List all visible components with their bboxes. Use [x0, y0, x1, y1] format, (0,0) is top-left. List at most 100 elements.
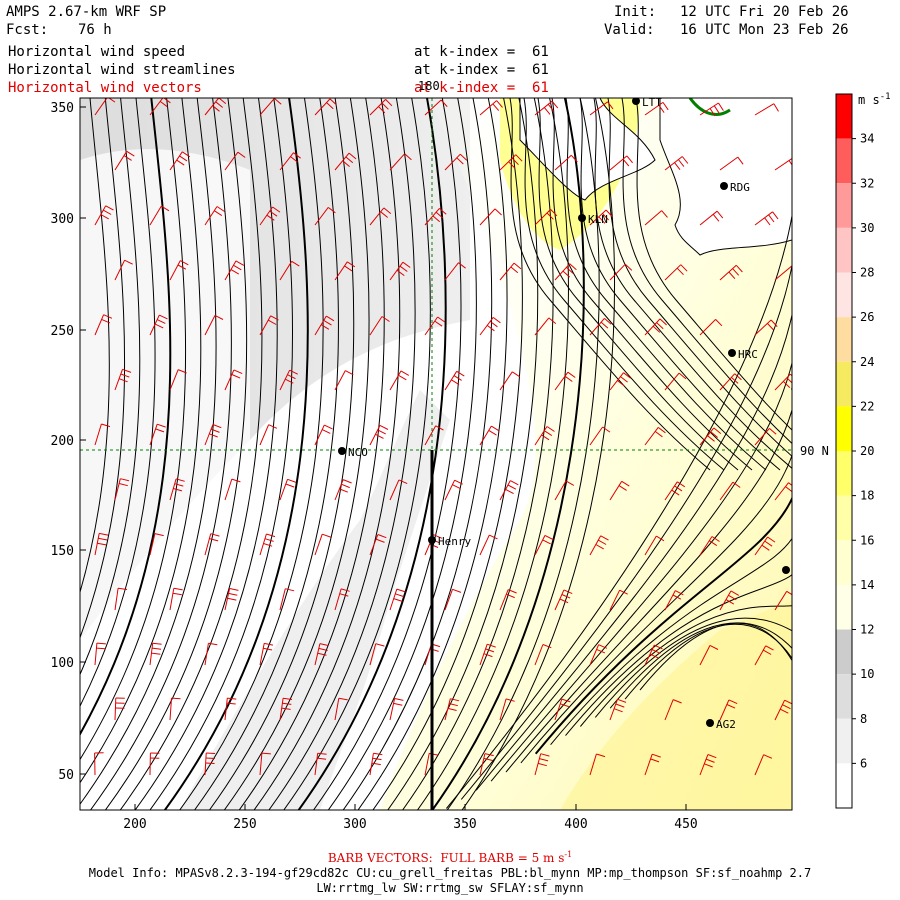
wind-barb-feather — [383, 207, 392, 214]
wind-barb-feather — [123, 155, 132, 161]
wind-barb-feather — [651, 649, 661, 654]
meridian-label: 180 — [418, 79, 440, 93]
wind-barb-feather — [505, 488, 514, 495]
wind-barb-shaft — [444, 371, 458, 391]
wind-barb-feather — [205, 757, 215, 759]
y-tick-label: 150 — [51, 544, 74, 559]
wind-barb-feather — [448, 703, 458, 707]
wind-barb-shaft — [719, 156, 739, 171]
wind-barb-feather — [615, 703, 625, 708]
wind-barb-feather — [677, 481, 686, 488]
wind-barb-feather — [483, 653, 493, 658]
wind-barb-shaft — [479, 425, 492, 446]
wind-barb-shaft — [424, 316, 439, 336]
init-value: 12 UTC Fri 20 Feb 26 — [680, 4, 849, 20]
colorbar: 34 32 30 28 26 24 22 20 18 16 14 12 10 8 6 — [835, 93, 874, 809]
wind-barb-shaft — [204, 315, 216, 336]
wind-barb-feather — [672, 594, 682, 600]
wind-barb-shaft — [389, 261, 404, 281]
wind-barb-shaft — [479, 644, 488, 666]
wind-barb-feather — [285, 378, 294, 384]
wind-barb-shaft — [479, 100, 497, 116]
wind-barb-shaft — [479, 753, 486, 776]
wind-barb-feather — [210, 533, 220, 537]
wind-barb-feather — [101, 318, 111, 324]
wind-barb-shaft — [169, 369, 179, 391]
wind-barb-feather — [678, 159, 685, 167]
wind-barb-feather — [711, 536, 720, 542]
wind-barb-feather — [264, 642, 274, 646]
wind-barb-feather — [780, 708, 789, 714]
wind-barb-feather — [598, 216, 606, 224]
wind-barb-feather — [567, 371, 576, 378]
wind-barb-feather — [399, 265, 408, 272]
streamline — [104, 98, 248, 810]
wind-barb-feather — [290, 156, 298, 163]
wind-barb-shaft — [279, 479, 288, 501]
wind-barb-feather — [704, 763, 713, 768]
colorbar-swatch — [836, 495, 852, 541]
wind-barb-feather — [343, 479, 352, 484]
colorbar-level-label: 24 — [860, 355, 874, 369]
wind-barb-shaft — [204, 533, 212, 556]
wind-barb-feather — [492, 103, 500, 111]
wind-barb-feather — [154, 533, 164, 537]
wind-barb-feather — [182, 151, 191, 158]
wind-barb-feather — [617, 698, 627, 703]
wind-barb-shaft — [499, 371, 513, 391]
wind-barb-shaft — [754, 428, 770, 446]
streamlines-layer — [80, 98, 792, 810]
wind-barb-shaft — [444, 153, 461, 171]
valid-label: Valid: — [604, 22, 655, 38]
wind-barb-feather — [510, 266, 519, 274]
wind-barb-feather — [261, 752, 271, 755]
wind-barb-shaft — [424, 643, 432, 666]
wind-barb-shaft — [204, 424, 214, 446]
wind-barb-feather — [678, 372, 687, 380]
wind-barb-shaft — [314, 534, 323, 556]
wind-barb-feather — [264, 538, 274, 542]
x-tick-label: 350 — [453, 817, 476, 832]
wind-barb-feather — [394, 698, 404, 701]
wind-barb-feather — [402, 261, 411, 268]
wind-barb-feather — [786, 590, 792, 596]
wind-barb-feather — [793, 158, 798, 166]
wind-barb-feather — [662, 102, 669, 111]
streamline — [80, 98, 187, 761]
wind-barb-feather — [709, 540, 718, 547]
streamline — [565, 482, 792, 736]
wind-barb-feather — [542, 539, 551, 545]
wind-barb-shaft — [369, 425, 381, 446]
wind-barb-feather — [596, 753, 606, 758]
streamline — [565, 98, 767, 471]
wind-barb-feather — [99, 532, 109, 536]
wind-barb-feather — [613, 708, 623, 713]
wind-barb-feather — [559, 598, 569, 604]
streamline — [490, 246, 792, 782]
wind-barb-feather — [654, 430, 663, 438]
wind-barb-feather — [618, 485, 627, 491]
x-tick-label: 300 — [343, 817, 366, 832]
wind-barb-feather — [676, 267, 684, 276]
y-tick-label: 300 — [51, 212, 74, 227]
wind-barb-feather — [323, 319, 332, 326]
wind-barb-feather — [98, 537, 108, 541]
wind-barb-feather — [537, 762, 547, 767]
wind-barb-feather — [270, 315, 279, 321]
wind-barb-feather — [674, 485, 683, 492]
wind-barb-feather — [488, 429, 497, 436]
wind-barb-feather — [372, 757, 382, 761]
colorbar-level-label: 14 — [860, 578, 874, 592]
wind-barb-shaft — [204, 752, 207, 776]
wind-barb-feather — [385, 99, 393, 107]
station-marker — [338, 447, 346, 455]
wind-barb-feather — [705, 758, 715, 763]
colorbar-swatch — [836, 138, 852, 184]
colorbar-swatch — [836, 763, 852, 808]
wind-barb-feather — [540, 753, 550, 757]
wind-barb-feather — [565, 480, 575, 486]
wind-barb-feather — [773, 103, 779, 112]
wind-barb-feather — [287, 374, 296, 380]
station-marker — [428, 536, 436, 544]
wind-barb-feather — [726, 704, 736, 709]
